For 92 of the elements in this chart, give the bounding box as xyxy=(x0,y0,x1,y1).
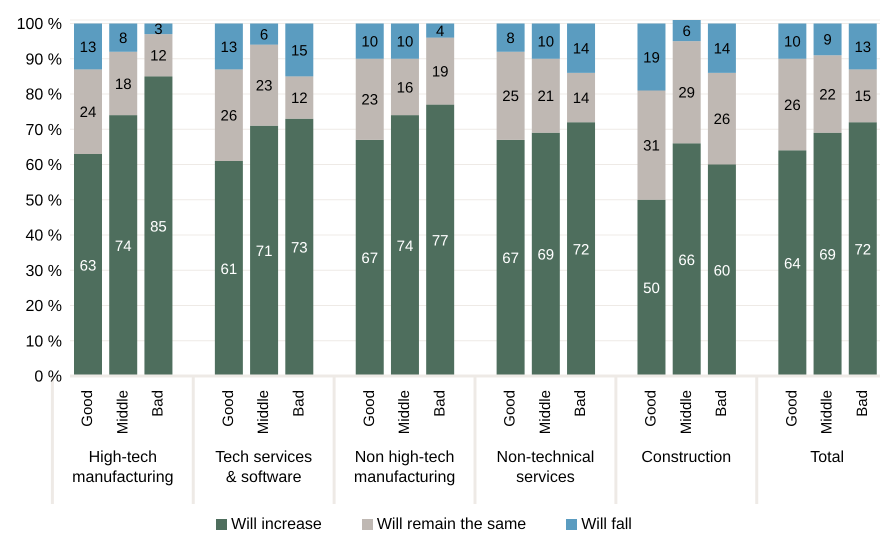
data-label: 10 xyxy=(396,33,414,50)
text: Non-technical services xyxy=(496,449,594,486)
text: Non high-tech manufacturing xyxy=(354,449,456,486)
data-label: 15 xyxy=(290,42,308,60)
x-tick-label: Good xyxy=(642,390,660,427)
data-label: 26 xyxy=(784,96,801,114)
data-label: 24 xyxy=(80,104,96,121)
x-tick-label: Good xyxy=(783,390,800,427)
data-label: 73 xyxy=(290,240,308,257)
data-label: 29 xyxy=(678,84,696,102)
y-tick-label: 100 % xyxy=(16,16,62,34)
data-label: 69 xyxy=(819,246,836,264)
data-label: 10 xyxy=(361,33,378,50)
data-label: 25 xyxy=(502,88,519,106)
x-tick-label: Bad xyxy=(290,390,308,417)
data-label: 19 xyxy=(432,63,449,80)
text: High-tech manufacturing xyxy=(72,449,174,486)
x-tick-label: Good xyxy=(79,390,96,427)
data-label: 50 xyxy=(643,280,660,298)
data-label: 6 xyxy=(682,22,691,40)
x-tick-label: Bad xyxy=(431,390,448,417)
y-tick-label: 50 % xyxy=(26,192,62,210)
data-label: 66 xyxy=(678,252,696,270)
text: Total xyxy=(810,449,844,466)
data-label: 85 xyxy=(150,218,167,236)
data-label: 10 xyxy=(537,33,554,50)
data-label: 74 xyxy=(396,238,414,255)
data-label: 61 xyxy=(220,260,238,278)
x-tick-label: Good xyxy=(502,390,519,427)
data-label: 22 xyxy=(819,86,836,104)
data-label: 72 xyxy=(854,241,872,258)
data-label: 77 xyxy=(432,232,449,250)
y-tick-label: 20 % xyxy=(26,298,62,316)
data-label: 26 xyxy=(714,111,730,128)
legend-label: Will remain the same xyxy=(376,516,526,533)
data-label: 9 xyxy=(823,32,832,49)
x-tick-label: Bad xyxy=(713,390,730,417)
text: Tech services & software xyxy=(215,449,312,486)
legend-label: Will increase xyxy=(231,516,322,533)
x-tick-label: Middle xyxy=(536,390,554,434)
data-label: 13 xyxy=(854,38,872,56)
data-label: 21 xyxy=(537,88,554,106)
x-tick-label: Good xyxy=(220,390,237,427)
y-tick-label: 60 % xyxy=(26,157,62,174)
data-label: 14 xyxy=(714,40,730,58)
data-label: 13 xyxy=(80,38,96,56)
y-tick-label: 40 % xyxy=(26,228,62,245)
x-tick-label: Middle xyxy=(114,390,132,434)
x-tick-label: Middle xyxy=(818,390,836,434)
data-label: 4 xyxy=(436,22,444,40)
x-tick-label: Bad xyxy=(150,390,167,417)
data-label: 12 xyxy=(150,48,167,65)
data-label: 67 xyxy=(502,250,519,268)
data-label: 10 xyxy=(784,33,801,50)
data-label: 67 xyxy=(361,250,378,268)
data-label: 12 xyxy=(290,90,308,107)
data-label: 18 xyxy=(114,76,132,93)
text: Construction xyxy=(641,449,732,466)
data-label: 71 xyxy=(256,243,272,260)
x-tick-label: Middle xyxy=(396,390,414,434)
x-tick-label: Good xyxy=(360,390,378,427)
data-label: 8 xyxy=(506,30,515,47)
data-label: 74 xyxy=(114,238,132,255)
legend-label: Will fall xyxy=(581,516,632,533)
data-label: 6 xyxy=(260,26,268,44)
data-label: 26 xyxy=(220,107,238,124)
data-label: 23 xyxy=(361,92,378,109)
data-label: 8 xyxy=(119,30,128,47)
data-label: 60 xyxy=(714,262,730,280)
data-label: 69 xyxy=(537,246,554,264)
y-tick-label: 30 % xyxy=(26,262,62,280)
x-tick-label: Bad xyxy=(854,390,871,417)
data-label: 23 xyxy=(256,78,272,95)
y-tick-label: 80 % xyxy=(26,86,62,104)
data-label: 31 xyxy=(643,137,660,154)
x-tick-label: Middle xyxy=(678,390,695,434)
y-tick-label: 90 % xyxy=(26,51,62,68)
y-tick-label: 70 % xyxy=(26,122,62,139)
data-label: 14 xyxy=(572,90,590,107)
y-tick-label: 10 % xyxy=(26,333,62,350)
data-label: 15 xyxy=(854,88,872,106)
data-label: 63 xyxy=(80,257,96,274)
data-label: 64 xyxy=(784,256,801,273)
x-tick-label: Bad xyxy=(572,390,590,417)
data-label: 13 xyxy=(220,38,238,56)
data-label: 16 xyxy=(396,79,414,96)
data-label: 19 xyxy=(643,49,660,66)
x-tick-label: Middle xyxy=(255,390,272,434)
data-label: 72 xyxy=(572,241,590,258)
data-label: 3 xyxy=(154,21,163,38)
y-tick-label: 0 % xyxy=(34,368,62,386)
data-label: 14 xyxy=(572,40,590,58)
